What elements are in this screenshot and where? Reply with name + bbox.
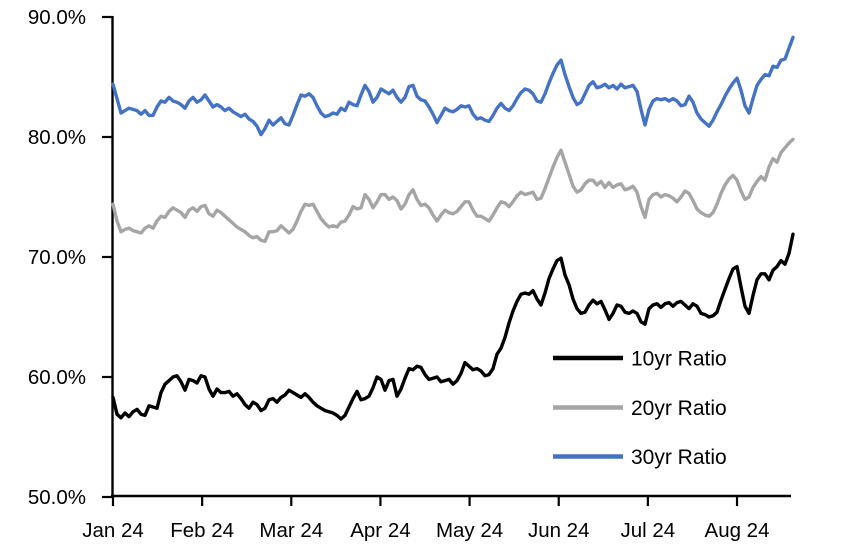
x-tick-label: May 24 bbox=[436, 519, 503, 542]
series-line-10yr-ratio bbox=[111, 232, 795, 421]
series-line-30yr-ratio bbox=[111, 35, 795, 137]
x-tick-label: Jun 24 bbox=[528, 519, 590, 542]
y-tick-label: 70.0% bbox=[28, 246, 86, 269]
y-tick-label: 80.0% bbox=[28, 126, 86, 149]
x-tick-label: Apr 24 bbox=[350, 519, 410, 542]
x-tick-label: Mar 24 bbox=[259, 519, 323, 542]
legend-label-10yr-ratio: 10yr Ratio bbox=[631, 348, 727, 371]
legend-label-30yr-ratio: 30yr Ratio bbox=[631, 446, 727, 469]
y-tick-label: 50.0% bbox=[28, 486, 86, 509]
x-tick-label: Jan 24 bbox=[82, 519, 144, 542]
y-tick-label: 60.0% bbox=[28, 366, 86, 389]
y-tick-label: 90.0% bbox=[28, 6, 86, 29]
x-tick-label: Feb 24 bbox=[170, 519, 234, 542]
legend-label-20yr-ratio: 20yr Ratio bbox=[631, 397, 727, 420]
series-line-20yr-ratio bbox=[111, 137, 795, 244]
x-tick-label: Jul 24 bbox=[621, 519, 676, 542]
x-tick-label: Aug 24 bbox=[705, 519, 770, 542]
